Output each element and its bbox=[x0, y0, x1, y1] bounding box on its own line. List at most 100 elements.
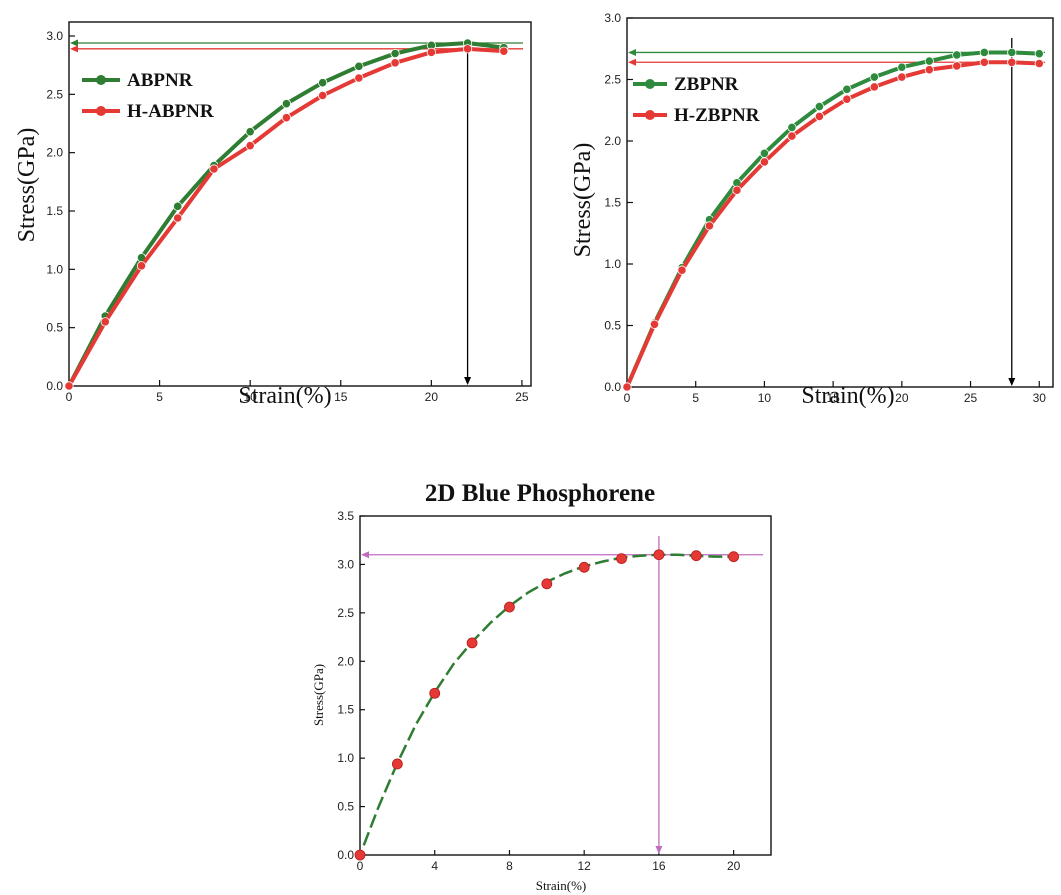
x-tick-label: 15 bbox=[334, 390, 348, 404]
y-tick-label: 2.5 bbox=[46, 87, 63, 101]
x-tick-label: 8 bbox=[506, 859, 513, 873]
x-tick-label: 0 bbox=[357, 859, 364, 873]
legend-marker-abpnr bbox=[96, 75, 106, 85]
data-point-series bbox=[578, 561, 590, 573]
data-point-h-abpnr bbox=[100, 317, 110, 327]
y-tick-label: 1.0 bbox=[46, 262, 63, 276]
data-point-series bbox=[616, 553, 627, 565]
data-point-h-zbpnr bbox=[814, 111, 824, 122]
data-point-h-zbpnr bbox=[649, 319, 660, 329]
data-point-series bbox=[541, 578, 553, 590]
guide-arrowhead bbox=[464, 377, 472, 385]
data-point-series bbox=[429, 687, 441, 699]
plot-frame bbox=[359, 515, 772, 856]
data-point-h-zbpnr bbox=[677, 265, 687, 275]
guide-arrowhead bbox=[655, 846, 663, 854]
data-point-series bbox=[690, 550, 702, 562]
y-tick-label: 3.5 bbox=[337, 509, 354, 523]
data-point-h-abpnr bbox=[499, 46, 509, 56]
y-axis-label: Stress(GPa) bbox=[570, 143, 596, 258]
x-tick-label: 10 bbox=[758, 391, 772, 405]
fit-curve bbox=[362, 553, 734, 846]
data-point-abpnr bbox=[245, 127, 255, 137]
data-point-abpnr bbox=[390, 48, 400, 59]
data-point-zbpnr bbox=[869, 72, 879, 82]
data-point-series bbox=[391, 758, 403, 770]
y-tick-label: 0.5 bbox=[604, 319, 621, 333]
series-line-zbpnr bbox=[625, 50, 1040, 388]
y-tick-label: 3.0 bbox=[46, 29, 63, 43]
guide-arrowhead bbox=[70, 45, 78, 53]
chart-abpnr: Strain(%) Stress(GPa) ABPNR H-ABPNR 0 5 10… bbox=[14, 21, 532, 409]
data-point-abpnr bbox=[173, 201, 183, 211]
x-tick-label: 10 bbox=[243, 390, 257, 404]
data-point-zbpnr bbox=[979, 47, 989, 58]
y-tick-label: 1.0 bbox=[604, 257, 621, 271]
series-line-h-zbpnr bbox=[625, 60, 1040, 388]
data-point-zbpnr bbox=[787, 122, 797, 133]
data-point-h-abpnr bbox=[318, 90, 328, 101]
y-tick-label: 0.0 bbox=[337, 848, 354, 862]
data-point-series bbox=[354, 849, 366, 861]
data-point-h-abpnr bbox=[390, 58, 400, 68]
x-tick-label: 4 bbox=[431, 859, 438, 873]
x-tick-label: 5 bbox=[692, 391, 699, 405]
data-point-zbpnr bbox=[759, 148, 770, 158]
y-tick-label: 0.0 bbox=[604, 380, 621, 394]
data-point-h-abpnr bbox=[245, 141, 255, 151]
data-point-h-zbpnr bbox=[924, 65, 934, 75]
legend-marker-h-abpnr bbox=[96, 106, 106, 116]
data-point-h-abpnr bbox=[64, 381, 74, 391]
data-point-zbpnr bbox=[952, 50, 962, 60]
x-tick-label: 0 bbox=[624, 391, 631, 405]
y-tick-label: 2.0 bbox=[337, 654, 354, 668]
data-point-h-zbpnr bbox=[759, 157, 770, 167]
data-point-h-abpnr bbox=[426, 47, 436, 57]
series-line-abpnr bbox=[67, 41, 505, 387]
guide-arrowhead bbox=[361, 551, 369, 559]
legend: ZBPNR H-ZBPNR bbox=[633, 74, 760, 126]
data-point-h-zbpnr bbox=[1007, 57, 1017, 67]
x-tick-label: 15 bbox=[826, 391, 840, 405]
data-point-abpnr bbox=[318, 78, 328, 88]
data-point-abpnr bbox=[281, 99, 292, 109]
y-tick-label: 1.5 bbox=[46, 204, 63, 218]
data-point-h-zbpnr bbox=[622, 382, 632, 392]
data-point-h-abpnr bbox=[173, 213, 183, 223]
y-tick-label: 1.0 bbox=[337, 751, 354, 765]
legend-label-abpnr: ABPNR bbox=[127, 70, 193, 91]
data-point-zbpnr bbox=[897, 62, 907, 72]
data-point-zbpnr bbox=[1007, 47, 1017, 58]
data-point-series bbox=[728, 551, 740, 563]
y-tick-label: 0.5 bbox=[337, 800, 354, 814]
data-point-h-abpnr bbox=[462, 44, 473, 54]
legend-marker-h-zbpnr bbox=[645, 110, 655, 120]
data-point-h-abpnr bbox=[354, 73, 364, 83]
data-point-zbpnr bbox=[924, 56, 934, 66]
data-point-zbpnr bbox=[1034, 49, 1044, 59]
y-tick-label: 2.0 bbox=[604, 134, 621, 148]
x-tick-label: 0 bbox=[66, 390, 73, 404]
y-tick-label: 3.0 bbox=[604, 11, 621, 25]
data-point-series bbox=[504, 601, 515, 613]
chart-zbpnr: Strain(%) Stress(GPa) ZBPNR H-ZBPNR 0 5 10… bbox=[570, 11, 1054, 409]
x-tick-label: 25 bbox=[964, 391, 978, 405]
x-tick-label: 16 bbox=[652, 859, 666, 873]
y-tick-label: 2.0 bbox=[46, 146, 63, 160]
y-tick-label: 1.5 bbox=[604, 196, 621, 210]
guide-arrowhead bbox=[628, 48, 636, 56]
guide-arrowhead bbox=[1008, 378, 1016, 386]
data-point-h-zbpnr bbox=[1034, 58, 1044, 69]
data-point-h-abpnr bbox=[209, 164, 219, 174]
chart-title: 2D Blue Phosphorene bbox=[425, 480, 655, 507]
data-point-h-zbpnr bbox=[869, 82, 879, 92]
x-tick-label: 30 bbox=[1033, 391, 1047, 405]
x-tick-label: 5 bbox=[156, 390, 163, 404]
data-point-h-zbpnr bbox=[897, 72, 907, 82]
y-tick-label: 0.0 bbox=[46, 379, 63, 393]
guide-arrowhead bbox=[628, 58, 636, 66]
y-tick-label: 2.5 bbox=[604, 73, 621, 87]
x-axis-label: Strain(%) bbox=[238, 383, 331, 409]
legend-label-h-abpnr: H-ABPNR bbox=[127, 101, 214, 122]
y-tick-label: 2.5 bbox=[337, 606, 354, 620]
